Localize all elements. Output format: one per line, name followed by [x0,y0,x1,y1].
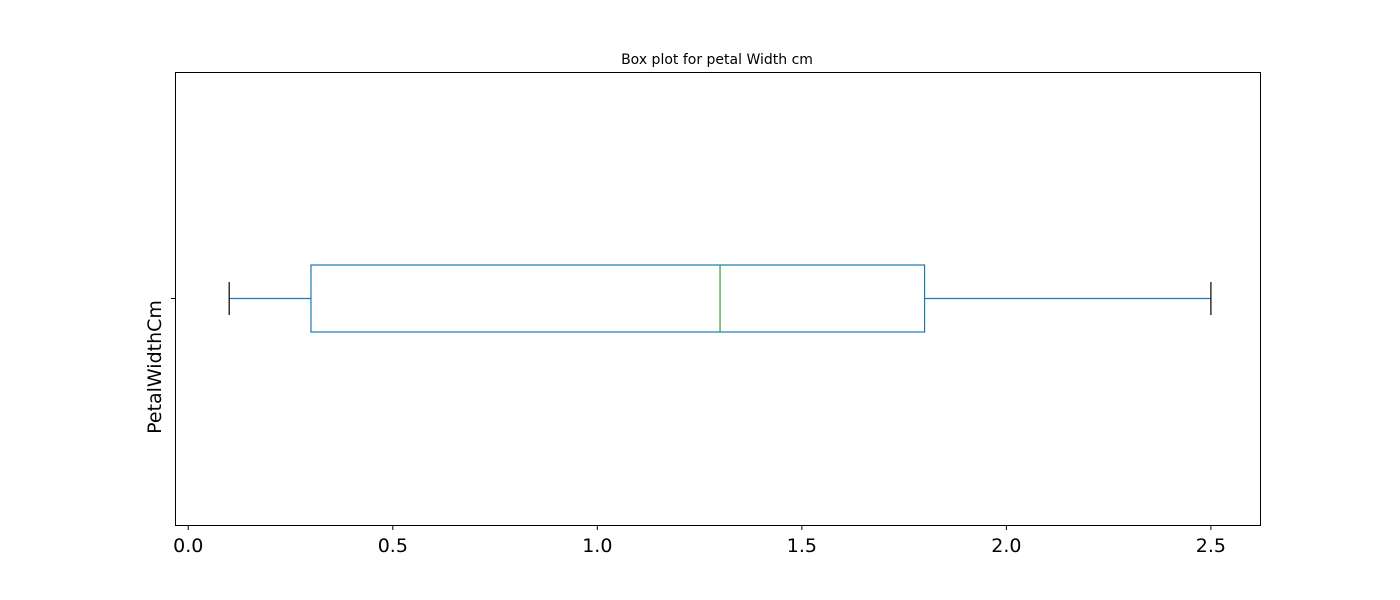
y-axis-label: PetalWidthCm [144,300,166,434]
x-tick-label: 0.0 [173,535,203,557]
x-tick-label: 2.5 [1196,535,1226,557]
chart-title: Box plot for petal Width cm [621,52,813,68]
x-axis: 0.0 0.5 1.0 1.5 2.0 2.5 [173,525,1226,557]
iqr-box [310,264,926,333]
x-tick-label: 1.0 [582,535,612,557]
plot-area [228,264,1212,333]
x-tick-label: 2.0 [991,535,1021,557]
x-tick-label: 0.5 [378,535,408,557]
x-tick-label: 1.5 [787,535,817,557]
